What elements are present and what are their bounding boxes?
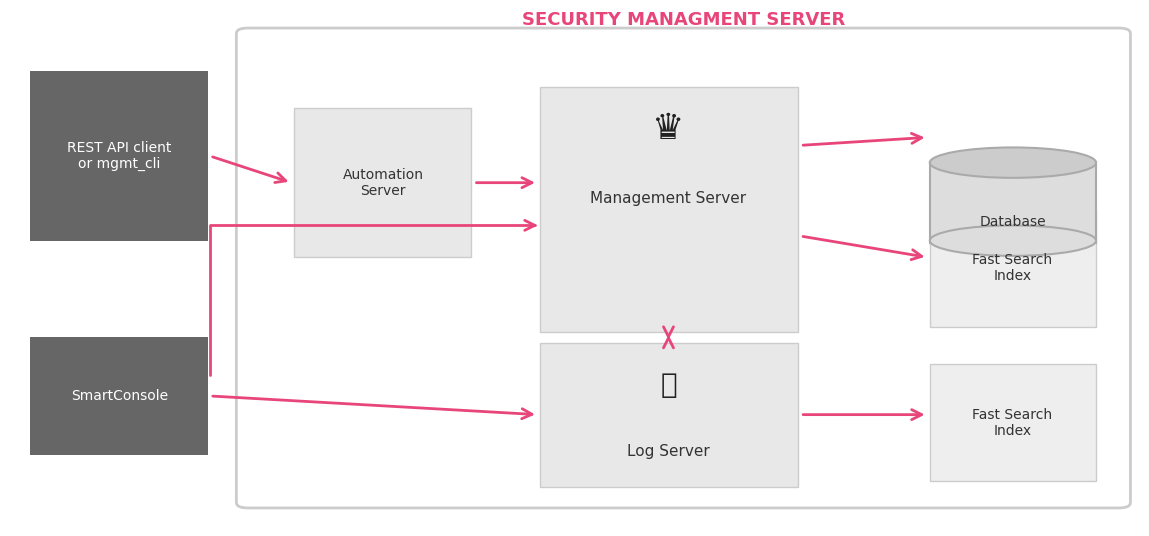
Text: Management Server: Management Server <box>591 191 747 206</box>
FancyArrowPatch shape <box>210 220 534 375</box>
Ellipse shape <box>930 226 1096 256</box>
FancyBboxPatch shape <box>930 210 1096 326</box>
FancyBboxPatch shape <box>30 337 208 455</box>
Text: 🗒: 🗒 <box>661 371 677 399</box>
Text: Database: Database <box>980 215 1047 229</box>
Text: REST API client
or mgmt_cli: REST API client or mgmt_cli <box>68 141 171 171</box>
FancyBboxPatch shape <box>294 108 471 257</box>
Text: Automation
Server: Automation Server <box>342 168 424 198</box>
Text: Log Server: Log Server <box>627 444 710 459</box>
Text: SmartConsole: SmartConsole <box>71 389 168 403</box>
Text: Fast Search
Index: Fast Search Index <box>972 407 1052 438</box>
Text: ♛: ♛ <box>653 113 685 146</box>
Bar <box>930 162 1096 243</box>
FancyBboxPatch shape <box>30 71 208 241</box>
Text: Fast Search
Index: Fast Search Index <box>972 253 1052 283</box>
FancyBboxPatch shape <box>540 87 799 332</box>
FancyBboxPatch shape <box>540 343 799 487</box>
Text: SECURITY MANAGMENT SERVER: SECURITY MANAGMENT SERVER <box>522 11 845 29</box>
FancyBboxPatch shape <box>930 364 1096 481</box>
FancyBboxPatch shape <box>237 28 1131 508</box>
Ellipse shape <box>930 147 1096 178</box>
